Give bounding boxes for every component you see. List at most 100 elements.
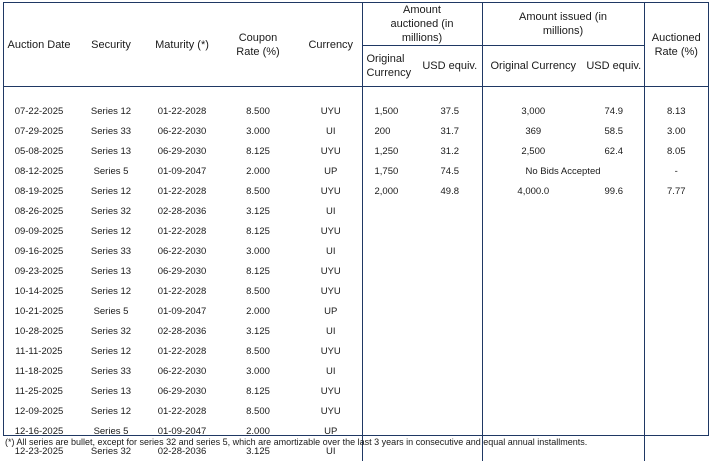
auctioned-rate-cell [644,341,708,361]
issued-usd-cell [584,401,644,421]
coupon-rate-cell: 2.000 [216,301,300,321]
auctioned-usd-cell [418,381,482,401]
header-usd-equiv-auctioned: USD equiv. [418,46,482,87]
issued-usd-cell [584,341,644,361]
security-cell: Series 5 [74,161,148,181]
issued-usd-cell: 99.6 [584,181,644,201]
auctioned-original-cell [362,201,418,221]
auctioned-original-cell: 1,250 [362,141,418,161]
security-cell: Series 33 [74,241,148,261]
header-spacer-row [4,87,708,102]
auctioned-rate-cell [644,281,708,301]
auctioned-rate-cell: - [644,161,708,181]
issued-usd-cell: 74.9 [584,101,644,121]
security-cell: Series 12 [74,181,148,201]
security-cell: Series 12 [74,281,148,301]
issued-usd-cell [584,301,644,321]
security-cell: Series 13 [74,261,148,281]
auctioned-rate-cell: 8.13 [644,101,708,121]
security-cell: Series 13 [74,381,148,401]
auction-date-cell: 11-25-2025 [4,381,74,401]
auctioned-rate-cell [644,401,708,421]
security-cell: Series 12 [74,221,148,241]
maturity-cell: 02-28-2036 [148,201,216,221]
auction-date-cell: 07-22-2025 [4,101,74,121]
maturity-cell: 01-22-2028 [148,401,216,421]
issued-usd-cell: 58.5 [584,121,644,141]
issued-note-cell: No Bids Accepted [482,161,644,181]
header-usd-equiv-issued: USD equiv. [584,46,644,87]
auctioned-original-cell: 1,500 [362,101,418,121]
header-original-currency-issued: Original Currency [482,46,584,87]
auctioned-usd-cell [418,261,482,281]
auctioned-original-cell [362,381,418,401]
auctioned-usd-cell [418,241,482,261]
security-cell: Series 12 [74,401,148,421]
issued-original-cell [482,201,584,221]
auctioned-usd-cell: 31.7 [418,121,482,141]
header-security: Security [74,3,148,87]
auctioned-rate-cell [644,261,708,281]
auction-date-cell: 10-14-2025 [4,281,74,301]
auction-date-cell: 09-23-2025 [4,261,74,281]
auction-date-cell: 11-11-2025 [4,341,74,361]
auctioned-usd-cell: 37.5 [418,101,482,121]
security-cell: Series 33 [74,361,148,381]
issued-usd-cell [584,261,644,281]
maturity-cell: 01-22-2028 [148,341,216,361]
header-auction-date: Auction Date [4,3,74,87]
issued-usd-cell [584,201,644,221]
currency-cell: UYU [300,381,362,401]
currency-cell: UI [300,241,362,261]
auctioned-rate-cell [644,201,708,221]
currency-cell: UI [300,201,362,221]
coupon-rate-cell: 8.500 [216,281,300,301]
currency-cell: UYU [300,181,362,201]
maturity-cell: 06-22-2030 [148,121,216,141]
coupon-rate-cell: 3.000 [216,361,300,381]
issued-original-cell [482,321,584,341]
issued-original-cell [482,261,584,281]
auction-date-cell: 10-28-2025 [4,321,74,341]
auctioned-rate-cell: 3.00 [644,121,708,141]
coupon-rate-cell: 8.500 [216,341,300,361]
header-amount-auctioned: Amount auctioned (in millions) [362,3,482,46]
maturity-cell: 06-22-2030 [148,361,216,381]
auctioned-rate-cell [644,221,708,241]
coupon-rate-cell: 3.000 [216,241,300,261]
auction-date-cell: 09-09-2025 [4,221,74,241]
currency-cell: UP [300,161,362,181]
currency-cell: UYU [300,261,362,281]
auctioned-usd-cell: 74.5 [418,161,482,181]
auctioned-usd-cell [418,361,482,381]
issued-original-cell: 369 [482,121,584,141]
auction-date-cell: 12-09-2025 [4,401,74,421]
auctioned-original-cell: 2,000 [362,181,418,201]
auction-date-cell: 08-26-2025 [4,201,74,221]
auction-calendar-table-frame: Auction Date Security Maturity (*) Coupo… [3,2,709,436]
auctioned-usd-cell [418,201,482,221]
coupon-rate-cell: 8.500 [216,101,300,121]
maturity-cell: 06-29-2030 [148,141,216,161]
auctioned-rate-cell [644,241,708,261]
maturity-cell: 02-28-2036 [148,321,216,341]
header-auctioned-rate: Auctioned Rate (%) [644,3,708,87]
auction-date-cell: 08-19-2025 [4,181,74,201]
auctioned-rate-cell [644,381,708,401]
auctioned-original-cell [362,301,418,321]
auction-calendar-table: Auction Date Security Maturity (*) Coupo… [4,3,708,461]
issued-usd-cell: 62.4 [584,141,644,161]
issued-original-cell: 3,000 [482,101,584,121]
auctioned-original-cell [362,281,418,301]
maturity-cell: 06-22-2030 [148,241,216,261]
currency-cell: UYU [300,221,362,241]
currency-cell: UYU [300,341,362,361]
issued-original-cell [482,381,584,401]
security-cell: Series 33 [74,121,148,141]
auctioned-rate-cell [644,301,708,321]
